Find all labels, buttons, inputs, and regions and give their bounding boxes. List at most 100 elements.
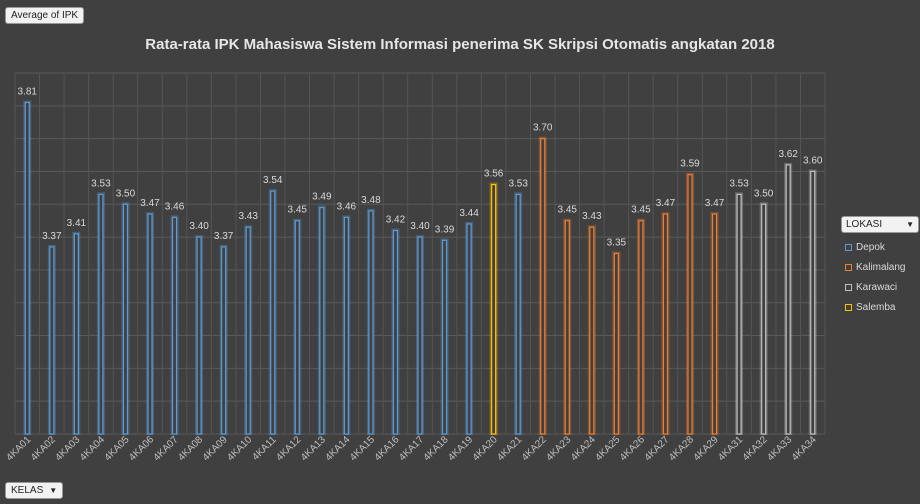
data-label-4KA24: 3.43 bbox=[582, 211, 602, 222]
data-label-4KA20: 3.56 bbox=[484, 169, 504, 180]
data-label-4KA22: 3.70 bbox=[533, 123, 553, 134]
x-tick-label-4KA21: 4KA21 bbox=[495, 434, 524, 463]
x-tick-label-4KA32: 4KA32 bbox=[741, 434, 770, 463]
bar-4KA19 bbox=[466, 223, 472, 435]
x-tick-label-4KA18: 4KA18 bbox=[422, 434, 451, 463]
data-label-4KA09: 3.37 bbox=[214, 231, 234, 242]
x-tick-label-4KA16: 4KA16 bbox=[373, 434, 402, 463]
x-tick-label-4KA13: 4KA13 bbox=[299, 434, 328, 463]
x-tick-label-4KA06: 4KA06 bbox=[127, 434, 156, 463]
legend-filter-lokasi[interactable]: LOKASI ▼ bbox=[841, 216, 919, 233]
x-tick-label-4KA04: 4KA04 bbox=[78, 434, 107, 463]
legend-title: LOKASI bbox=[846, 219, 883, 230]
bar-4KA11 bbox=[270, 190, 276, 435]
bar-4KA28 bbox=[687, 174, 693, 435]
legend-item-depok[interactable]: Depok bbox=[845, 242, 919, 253]
x-tick-label-4KA11: 4KA11 bbox=[250, 434, 279, 463]
bar-4KA02 bbox=[49, 246, 55, 435]
x-tick-label-4KA05: 4KA05 bbox=[103, 434, 132, 463]
data-label-4KA25: 3.35 bbox=[607, 238, 627, 249]
x-tick-label-4KA10: 4KA10 bbox=[225, 434, 254, 463]
legend-swatch bbox=[845, 284, 852, 291]
x-tick-label-4KA23: 4KA23 bbox=[544, 434, 573, 463]
legend-item-salemba[interactable]: Salemba bbox=[845, 302, 919, 313]
dropdown-arrow-icon: ▼ bbox=[49, 486, 58, 495]
legend-item-kalimalang[interactable]: Kalimalang bbox=[845, 262, 919, 273]
data-label-4KA29: 3.47 bbox=[705, 198, 725, 209]
legend-label: Salemba bbox=[856, 302, 896, 313]
kelas-label: KELAS bbox=[11, 485, 44, 496]
data-label-4KA08: 3.40 bbox=[189, 221, 209, 232]
legend-swatch bbox=[845, 244, 852, 251]
x-tick-label-4KA29: 4KA29 bbox=[692, 434, 721, 463]
legend: LOKASI ▼ Depok Kalimalang Karawaci Salemba bbox=[841, 216, 919, 313]
bar-4KA01 bbox=[24, 101, 30, 435]
x-tick-label-4KA20: 4KA20 bbox=[471, 434, 500, 463]
x-tick-label-4KA02: 4KA02 bbox=[29, 434, 58, 463]
data-label-4KA23: 3.45 bbox=[558, 205, 578, 216]
data-label-4KA17: 3.40 bbox=[410, 221, 430, 232]
bar-4KA20 bbox=[491, 183, 497, 435]
data-label-4KA32: 3.50 bbox=[754, 188, 774, 199]
x-tick-label-4KA27: 4KA27 bbox=[643, 434, 672, 463]
data-label-4KA15: 3.48 bbox=[361, 195, 381, 206]
x-tick-label-4KA12: 4KA12 bbox=[274, 434, 303, 463]
data-label-4KA06: 3.47 bbox=[140, 198, 160, 209]
x-tick-label-4KA25: 4KA25 bbox=[593, 434, 622, 463]
data-label-4KA33: 3.62 bbox=[778, 149, 798, 160]
data-label-4KA10: 3.43 bbox=[238, 211, 258, 222]
data-label-4KA13: 3.49 bbox=[312, 192, 332, 203]
chart-title: Rata-rata IPK Mahasiswa Sistem Informasi… bbox=[145, 36, 775, 53]
x-tick-label-4KA24: 4KA24 bbox=[569, 434, 598, 463]
data-label-4KA03: 3.41 bbox=[67, 218, 87, 229]
bar-4KA17 bbox=[417, 236, 423, 435]
x-tick-label-4KA01: 4KA01 bbox=[4, 434, 33, 463]
x-tick-label-4KA33: 4KA33 bbox=[765, 434, 794, 463]
bar-4KA04 bbox=[98, 193, 104, 435]
x-tick-label-4KA19: 4KA19 bbox=[446, 434, 475, 463]
bar-4KA22 bbox=[540, 138, 546, 435]
x-tick-label-4KA17: 4KA17 bbox=[397, 434, 426, 463]
bar-4KA34 bbox=[810, 170, 816, 435]
bar-4KA31 bbox=[736, 193, 742, 435]
data-label-4KA14: 3.46 bbox=[337, 201, 357, 212]
x-tick-label-4KA07: 4KA07 bbox=[152, 434, 181, 463]
bar-4KA21 bbox=[515, 193, 521, 435]
x-tick-label-4KA34: 4KA34 bbox=[790, 434, 819, 463]
x-tick-label-4KA31: 4KA31 bbox=[716, 434, 745, 463]
field-button-average-of-ipk[interactable]: Average of IPK bbox=[5, 7, 85, 24]
bar-4KA09 bbox=[221, 246, 227, 435]
bar-4KA24 bbox=[589, 226, 595, 435]
data-label-4KA26: 3.45 bbox=[631, 205, 651, 216]
legend-item-karawaci[interactable]: Karawaci bbox=[845, 282, 919, 293]
bar-4KA16 bbox=[392, 229, 399, 435]
bar-4KA13 bbox=[319, 206, 325, 435]
dropdown-arrow-icon: ▼ bbox=[906, 220, 914, 229]
x-tick-label-4KA26: 4KA26 bbox=[618, 434, 647, 463]
kelas-filter-button[interactable]: KELAS ▼ bbox=[5, 482, 64, 499]
data-label-4KA28: 3.59 bbox=[680, 159, 700, 170]
bar-4KA10 bbox=[245, 226, 251, 435]
bar-4KA33 bbox=[785, 164, 791, 435]
bar-4KA03 bbox=[73, 233, 79, 435]
data-label-4KA19: 3.44 bbox=[459, 208, 479, 219]
bar-4KA06 bbox=[147, 213, 153, 435]
data-label-4KA01: 3.81 bbox=[18, 87, 38, 98]
data-label-4KA21: 3.53 bbox=[508, 178, 528, 189]
bar-4KA27 bbox=[662, 213, 669, 435]
x-tick-label-4KA09: 4KA09 bbox=[201, 434, 230, 463]
bar-4KA25 bbox=[613, 252, 619, 435]
data-label-4KA27: 3.47 bbox=[656, 198, 676, 209]
data-label-4KA04: 3.53 bbox=[91, 178, 111, 189]
data-label-4KA31: 3.53 bbox=[729, 178, 749, 189]
data-label-4KA11: 3.54 bbox=[263, 175, 283, 186]
bar-4KA18 bbox=[441, 239, 448, 435]
legend-swatch bbox=[845, 304, 852, 311]
data-label-4KA02: 3.37 bbox=[42, 231, 62, 242]
x-tick-label-4KA15: 4KA15 bbox=[348, 434, 377, 463]
bar-4KA26 bbox=[638, 220, 644, 435]
x-tick-label-4KA08: 4KA08 bbox=[176, 434, 205, 463]
x-tick-label-4KA28: 4KA28 bbox=[667, 434, 696, 463]
bar-4KA12 bbox=[294, 220, 300, 435]
